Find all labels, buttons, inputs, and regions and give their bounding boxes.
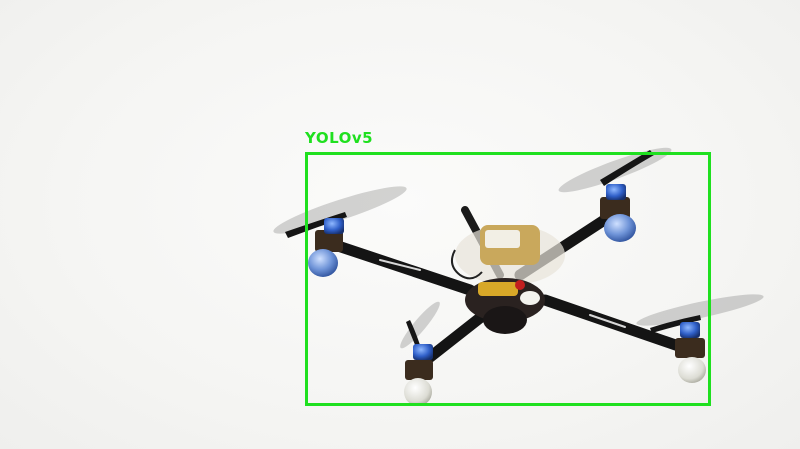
motor-front-left	[308, 218, 344, 277]
detection-bounding-box	[305, 152, 711, 406]
motor-front-right	[600, 184, 636, 242]
drone-body	[450, 225, 565, 334]
detection-label: YOLOv5	[305, 129, 374, 147]
motor-rear-left	[404, 344, 433, 406]
motor-rear-right	[675, 322, 706, 383]
